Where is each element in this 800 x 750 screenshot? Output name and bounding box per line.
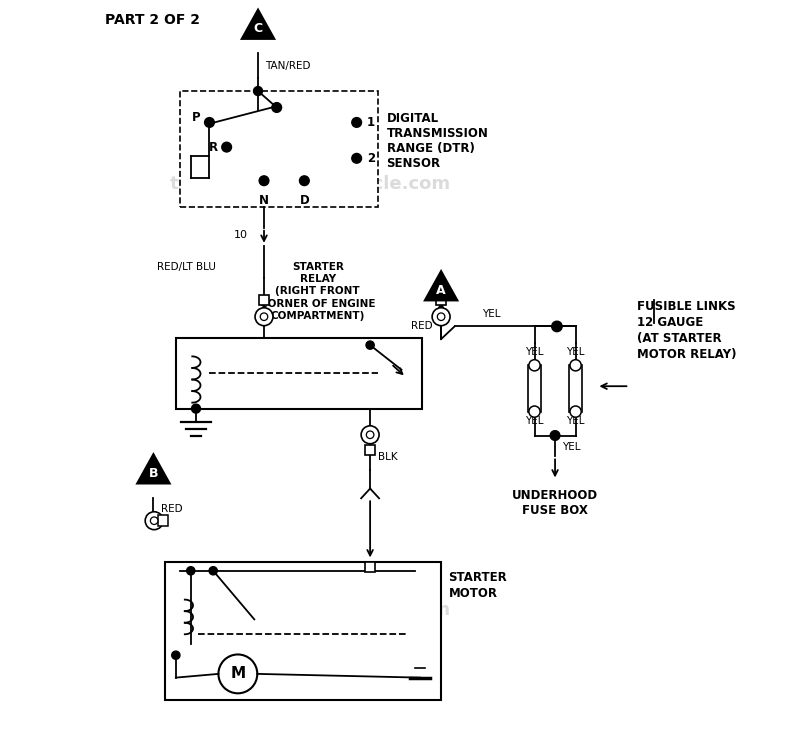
Circle shape bbox=[550, 430, 560, 440]
Text: STARTER
RELAY
(RIGHT FRONT
CORNER OF ENGINE
COMPARTMENT): STARTER RELAY (RIGHT FRONT CORNER OF ENG… bbox=[260, 262, 375, 321]
Bar bbox=[158, 515, 168, 526]
Bar bbox=[176, 338, 422, 409]
Text: STARTER
MOTOR: STARTER MOTOR bbox=[449, 571, 507, 600]
Bar bbox=[528, 365, 541, 412]
Text: YEL: YEL bbox=[566, 416, 585, 426]
Circle shape bbox=[255, 308, 273, 326]
Text: N: N bbox=[259, 194, 269, 207]
Bar bbox=[259, 296, 269, 305]
Circle shape bbox=[570, 360, 582, 371]
Circle shape bbox=[205, 118, 214, 128]
Text: C: C bbox=[254, 22, 262, 35]
Circle shape bbox=[366, 341, 374, 350]
Bar bbox=[569, 365, 582, 412]
Text: UNDERHOOD
FUSE BOX: UNDERHOOD FUSE BOX bbox=[512, 489, 598, 518]
Text: RED: RED bbox=[161, 505, 182, 515]
Text: 1: 1 bbox=[367, 116, 375, 129]
Bar bbox=[436, 296, 446, 305]
Bar bbox=[366, 445, 375, 454]
Text: YEL: YEL bbox=[562, 442, 581, 452]
Circle shape bbox=[150, 517, 158, 524]
Text: YEL: YEL bbox=[566, 347, 585, 357]
Text: PART 2 OF 2: PART 2 OF 2 bbox=[105, 13, 200, 26]
Circle shape bbox=[254, 86, 262, 95]
Text: YEL: YEL bbox=[526, 347, 544, 357]
Text: troubleshootmyvehicle.com: troubleshootmyvehicle.com bbox=[170, 176, 451, 194]
Circle shape bbox=[352, 154, 362, 164]
Circle shape bbox=[361, 426, 379, 444]
Circle shape bbox=[272, 103, 282, 112]
Circle shape bbox=[145, 512, 163, 530]
Text: TAN/RED: TAN/RED bbox=[266, 62, 311, 71]
Circle shape bbox=[222, 142, 231, 152]
Text: RED/LT BLU: RED/LT BLU bbox=[157, 262, 215, 272]
Text: DIGITAL
TRANSMISSION
RANGE (DTR)
SENSOR: DIGITAL TRANSMISSION RANGE (DTR) SENSOR bbox=[386, 112, 489, 170]
Text: 10: 10 bbox=[234, 230, 247, 240]
Text: YEL: YEL bbox=[526, 416, 544, 426]
Circle shape bbox=[529, 360, 540, 371]
Circle shape bbox=[552, 321, 562, 332]
Text: BLK: BLK bbox=[378, 452, 398, 462]
Circle shape bbox=[172, 651, 180, 659]
Circle shape bbox=[191, 404, 201, 413]
Text: M: M bbox=[230, 667, 246, 682]
Circle shape bbox=[529, 406, 540, 417]
Text: R: R bbox=[209, 140, 218, 154]
Circle shape bbox=[218, 655, 258, 693]
Circle shape bbox=[259, 176, 269, 185]
Circle shape bbox=[432, 308, 450, 326]
Circle shape bbox=[209, 567, 218, 575]
Circle shape bbox=[186, 567, 195, 575]
Bar bbox=[165, 562, 441, 700]
Text: D: D bbox=[299, 194, 310, 207]
Text: FUSIBLE LINKS
12 GAUGE
(AT STARTER
MOTOR RELAY): FUSIBLE LINKS 12 GAUGE (AT STARTER MOTOR… bbox=[637, 300, 736, 362]
Circle shape bbox=[260, 313, 268, 320]
Circle shape bbox=[352, 118, 362, 128]
Text: RED: RED bbox=[410, 322, 432, 332]
Polygon shape bbox=[137, 454, 170, 484]
Text: A: A bbox=[436, 284, 446, 297]
Text: 12: 12 bbox=[227, 100, 242, 109]
Circle shape bbox=[438, 313, 445, 320]
Text: 2: 2 bbox=[367, 152, 375, 165]
Circle shape bbox=[366, 431, 374, 439]
Text: YEL: YEL bbox=[482, 309, 501, 319]
Circle shape bbox=[299, 176, 310, 185]
Circle shape bbox=[570, 406, 582, 417]
Polygon shape bbox=[242, 10, 274, 39]
Bar bbox=[179, 91, 378, 207]
Bar bbox=[366, 562, 375, 572]
Text: B: B bbox=[149, 466, 158, 480]
Text: troubleshootmyvehicle.com: troubleshootmyvehicle.com bbox=[170, 602, 451, 619]
Text: P: P bbox=[192, 112, 201, 125]
Polygon shape bbox=[425, 272, 458, 301]
